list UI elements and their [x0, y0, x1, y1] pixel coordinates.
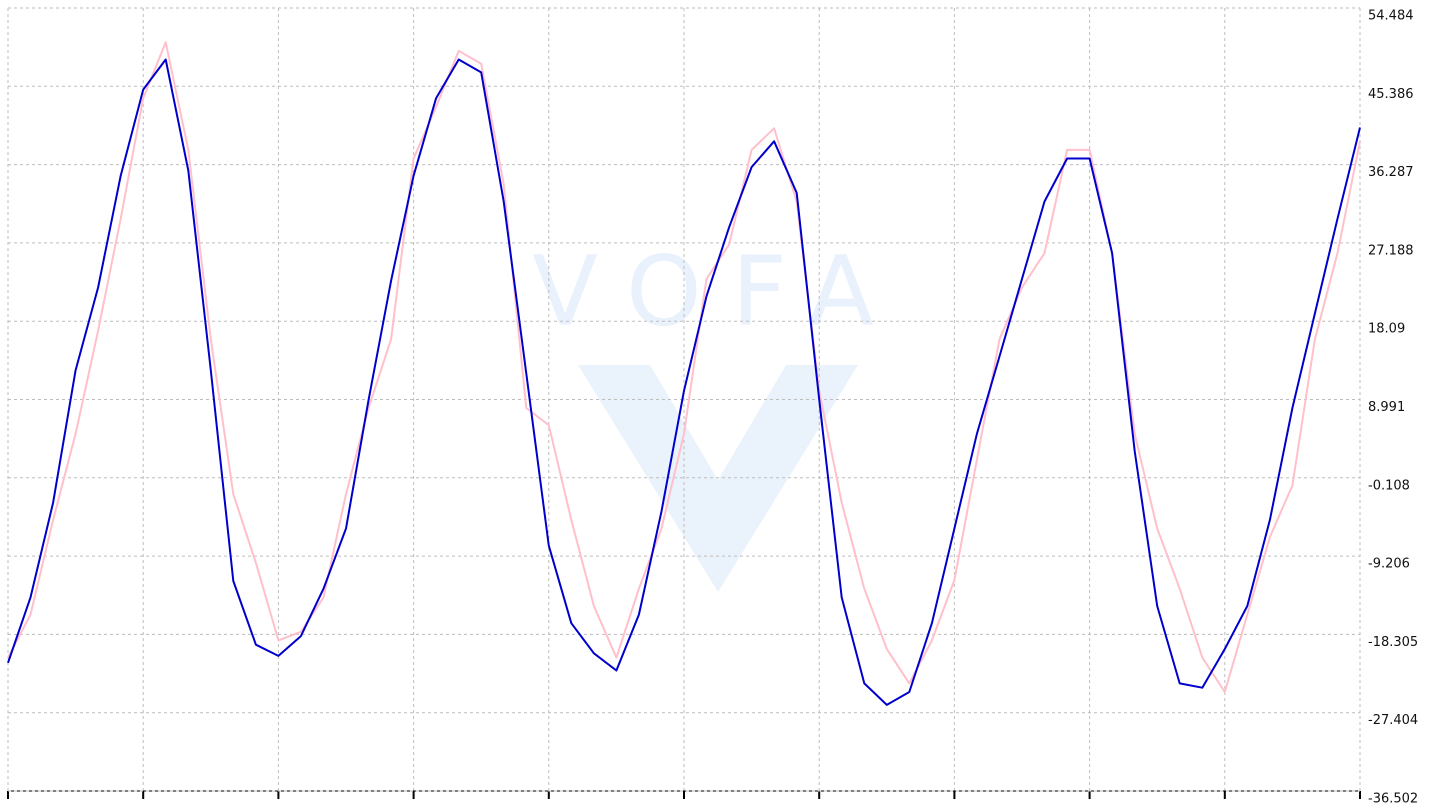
- y-tick-label: -0.108: [1368, 478, 1410, 493]
- y-tick-label: 36.287: [1368, 165, 1414, 180]
- y-tick-label: -27.404: [1368, 713, 1418, 728]
- y-tick-label: 45.386: [1368, 87, 1414, 102]
- y-tick-label: -36.502: [1368, 792, 1418, 806]
- watermark-logo: [578, 365, 858, 592]
- y-tick-label: -9.206: [1368, 557, 1410, 572]
- y-tick-label: 18.09: [1368, 322, 1405, 337]
- y-tick-label: -18.305: [1368, 635, 1418, 650]
- series-line: [7, 58, 1361, 706]
- y-tick-label: 8.991: [1368, 400, 1405, 415]
- watermark: VOFA: [532, 235, 904, 347]
- y-tick-label: 54.484: [1368, 9, 1414, 24]
- series-line: [7, 41, 1361, 693]
- y-tick-label: 27.188: [1368, 243, 1414, 258]
